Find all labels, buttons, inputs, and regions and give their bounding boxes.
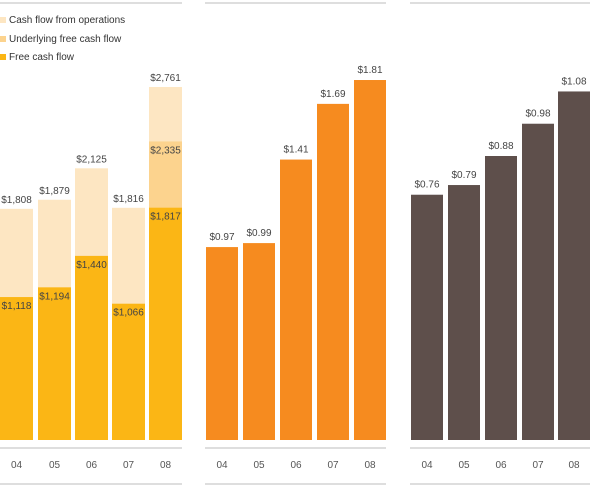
- legend-item: Cash flow from operations: [0, 13, 125, 27]
- bar: [317, 103, 349, 440]
- value-label-free-cash-flow: $1,194: [39, 291, 70, 302]
- x-tick-label: 06: [495, 460, 507, 471]
- bar: [354, 80, 386, 440]
- x-tick-label: 07: [327, 460, 339, 471]
- bar: [448, 185, 480, 440]
- value-label: $1.69: [320, 89, 345, 100]
- value-label-operations: $2,125: [76, 154, 107, 165]
- value-label: $1.81: [357, 65, 382, 76]
- bar-free-cash-flow: [149, 207, 182, 440]
- legend-item: Underlying free cash flow: [0, 32, 121, 46]
- x-tick-label: 06: [290, 460, 302, 471]
- value-label: $0.88: [488, 141, 513, 152]
- value-label-free-cash-flow: $1,817: [150, 212, 181, 223]
- value-label-underlying: $2,335: [150, 145, 181, 156]
- value-label-operations: $1,808: [1, 195, 32, 206]
- value-label-operations: $2,761: [150, 73, 181, 84]
- bar: [558, 91, 590, 441]
- bar-free-cash-flow: [112, 303, 145, 440]
- x-tick-label: 08: [160, 460, 172, 471]
- x-tick-label: 05: [253, 460, 265, 471]
- x-tick-label: 06: [86, 460, 98, 471]
- bar: [206, 247, 238, 440]
- value-label: $0.99: [246, 228, 271, 239]
- x-tick-label: 04: [11, 460, 23, 471]
- value-label: $1.41: [283, 145, 308, 156]
- legend-swatch: [0, 54, 6, 60]
- bar: [522, 123, 554, 441]
- bar-free-cash-flow: [38, 287, 71, 440]
- legend-swatch: [0, 36, 6, 42]
- value-label-operations: $1,816: [113, 194, 144, 205]
- bar: [280, 159, 312, 441]
- value-label: $0.98: [525, 109, 550, 120]
- value-label: $0.79: [451, 170, 476, 181]
- legend-label: Cash flow from operations: [9, 14, 126, 26]
- legend-swatch: [0, 17, 6, 23]
- x-tick-label: 08: [364, 460, 376, 471]
- value-label: $1.08: [561, 76, 586, 87]
- value-label-free-cash-flow: $1,118: [2, 301, 32, 312]
- bar: [485, 156, 517, 440]
- legend-label: Free cash flow: [9, 51, 75, 63]
- legend-item: Free cash flow: [0, 50, 74, 64]
- value-label: $0.76: [414, 180, 439, 191]
- x-tick-label: 04: [216, 460, 228, 471]
- value-label-free-cash-flow: $1,440: [76, 260, 107, 271]
- value-label-free-cash-flow: $1,066: [113, 308, 144, 319]
- bar-free-cash-flow: [75, 255, 108, 440]
- value-label: $0.97: [209, 232, 234, 243]
- x-tick-label: 05: [458, 460, 470, 471]
- x-tick-label: 08: [568, 460, 580, 471]
- x-tick-label: 07: [123, 460, 135, 471]
- bar-free-cash-flow: [0, 297, 33, 440]
- x-tick-label: 04: [421, 460, 433, 471]
- value-label-operations: $1,879: [39, 186, 70, 197]
- x-tick-label: 07: [532, 460, 544, 471]
- x-tick-label: 05: [49, 460, 61, 471]
- bar: [243, 243, 275, 440]
- bar: [411, 194, 443, 440]
- legend-label: Underlying free cash flow: [9, 33, 122, 45]
